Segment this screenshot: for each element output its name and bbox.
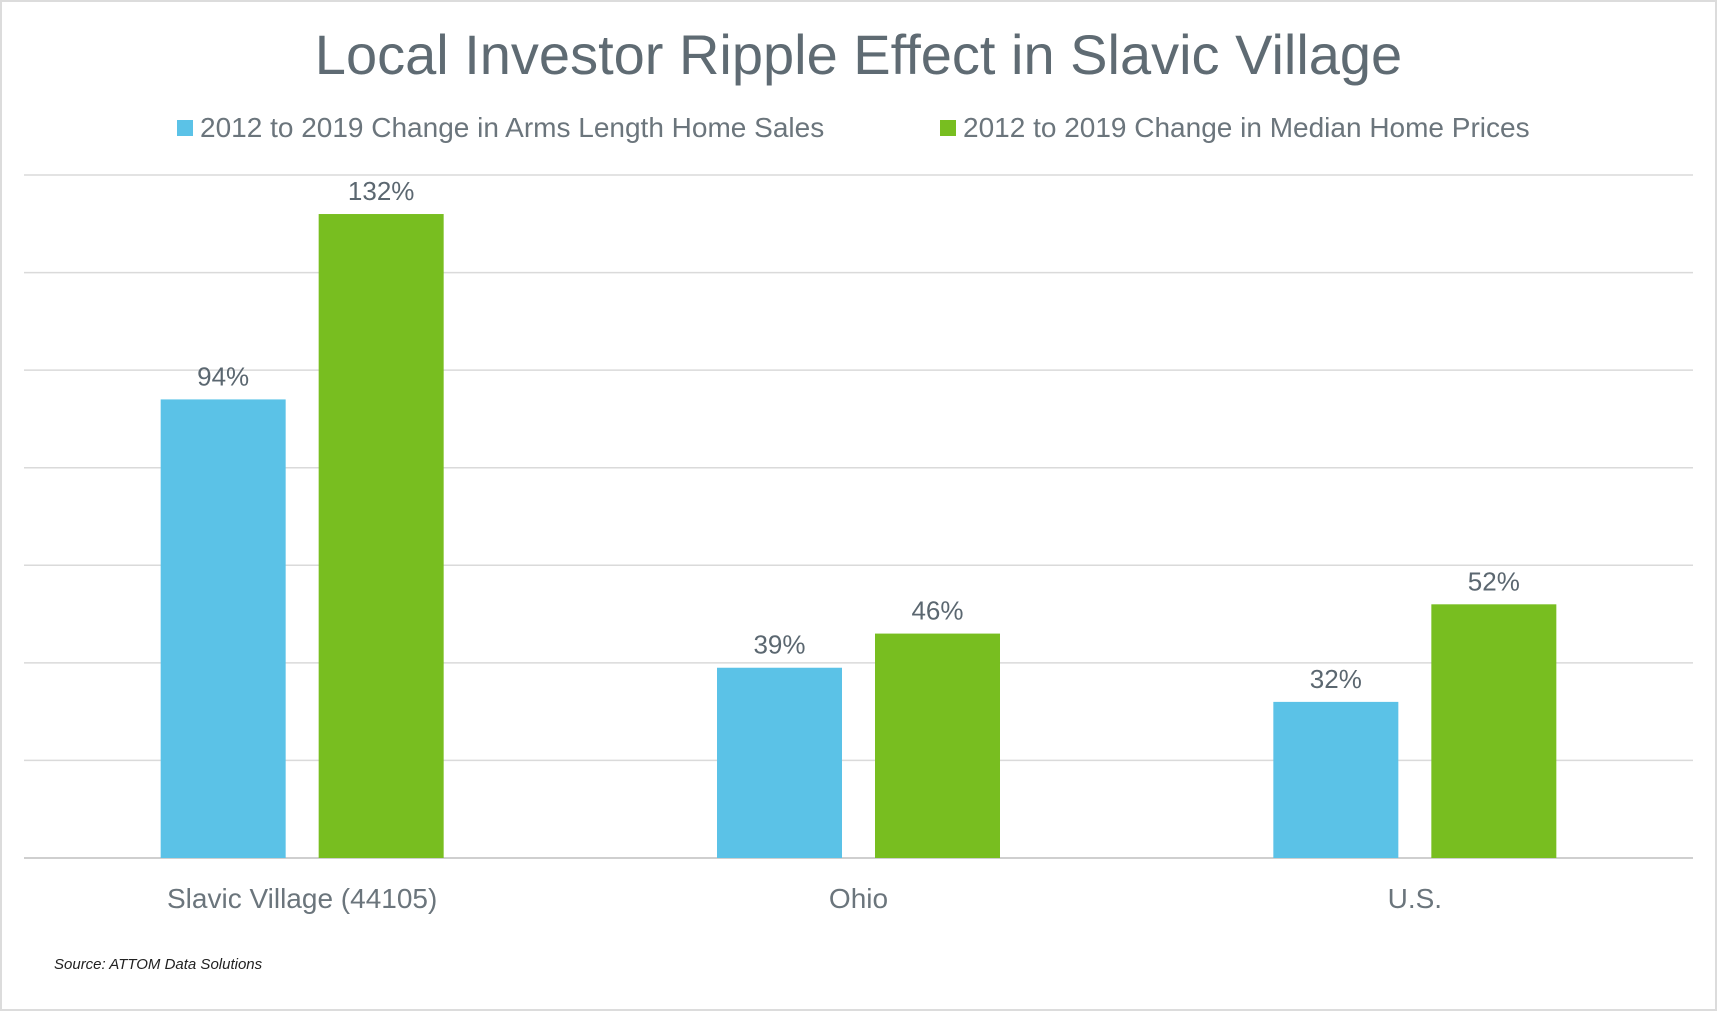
x-tick-label: Ohio bbox=[829, 883, 888, 914]
legend-item-home-sales: 2012 to 2019 Change in Arms Length Home … bbox=[177, 112, 824, 144]
legend-swatch-blue bbox=[177, 120, 193, 136]
legend-item-home-prices: 2012 to 2019 Change in Median Home Price… bbox=[940, 112, 1530, 144]
x-tick-label: U.S. bbox=[1388, 883, 1442, 914]
data-label: 94% bbox=[197, 361, 249, 391]
bar bbox=[717, 667, 842, 858]
chart-title: Local Investor Ripple Effect in Slavic V… bbox=[314, 23, 1403, 86]
data-label: 32% bbox=[1310, 664, 1362, 694]
data-label: 46% bbox=[911, 596, 963, 626]
bar bbox=[318, 214, 444, 858]
legend-label: 2012 to 2019 Change in Arms Length Home … bbox=[200, 112, 825, 143]
data-label: 132% bbox=[348, 176, 415, 206]
data-label: 39% bbox=[753, 630, 805, 660]
bar bbox=[160, 399, 286, 858]
x-tick-label: Slavic Village (44105) bbox=[167, 883, 437, 914]
bar bbox=[1273, 701, 1399, 858]
source-note: Source: ATTOM Data Solutions bbox=[54, 956, 263, 973]
bar bbox=[875, 633, 1000, 858]
data-label: 52% bbox=[1468, 566, 1520, 596]
legend-label: 2012 to 2019 Change in Median Home Price… bbox=[963, 112, 1530, 143]
bar bbox=[1431, 604, 1557, 858]
legend-swatch-green bbox=[940, 120, 956, 136]
